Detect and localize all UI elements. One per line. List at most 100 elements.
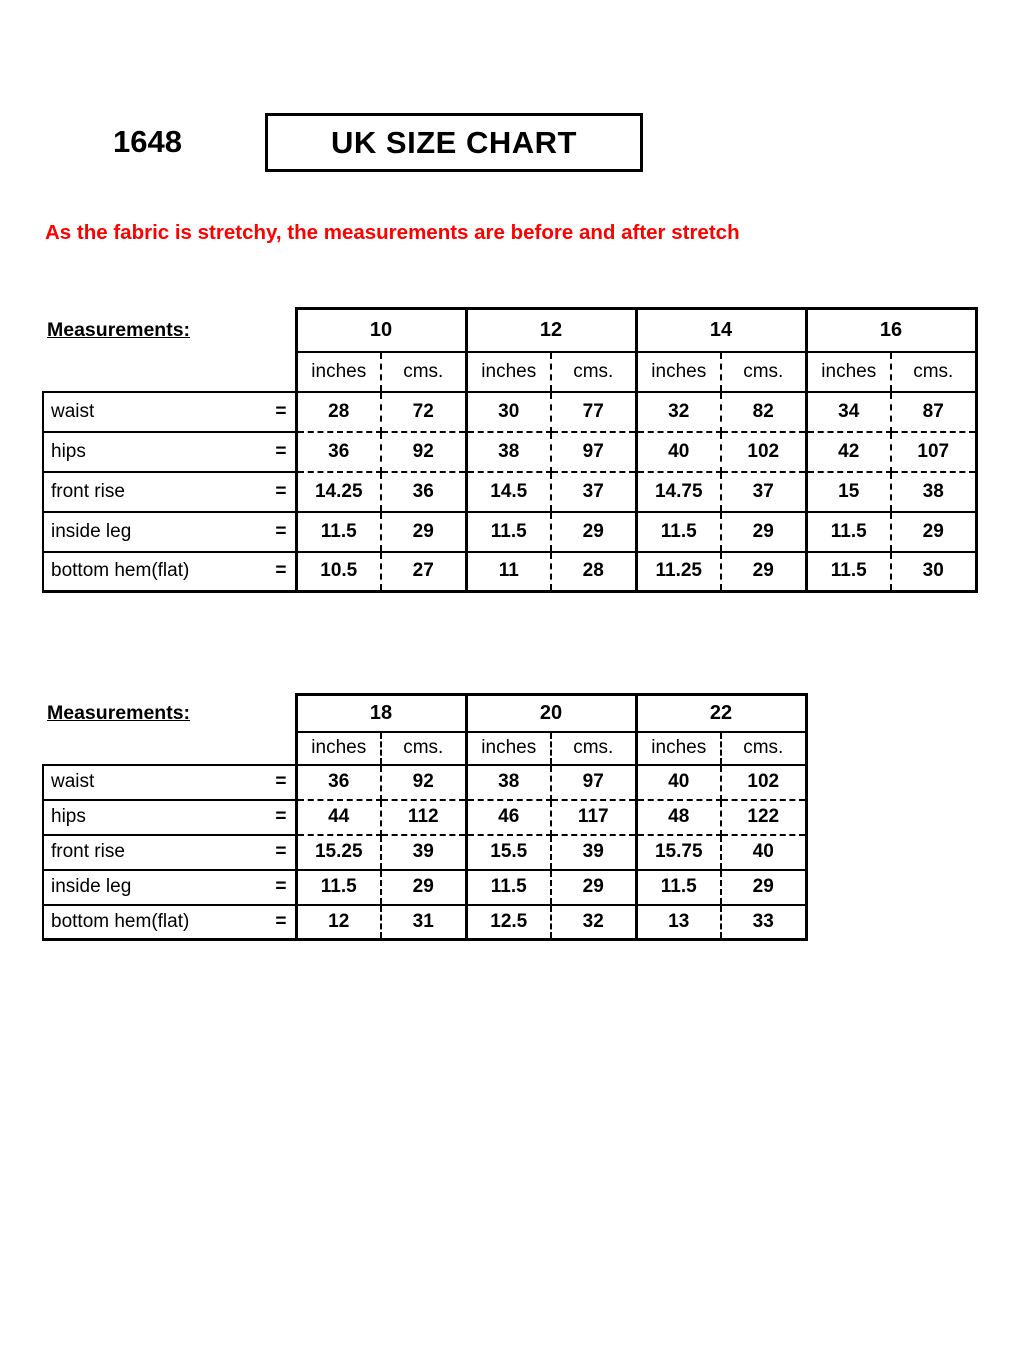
value-cell: 15.25 [294, 834, 382, 871]
table-row-waist: waist = 36 92 38 97 40 102 [42, 763, 808, 801]
value-cell: 12 [294, 904, 382, 941]
row-label: hips [51, 806, 86, 827]
row-label: inside leg [51, 520, 132, 542]
row-label: waist [51, 400, 95, 422]
size-table-18-22: Measurements: 18 20 22 inches cms. inche… [42, 693, 808, 941]
value-cell: 36 [381, 471, 468, 513]
row-label-cell: hips = [42, 798, 297, 836]
unit-header-inches: inches [464, 351, 552, 393]
value-cell: 14.75 [634, 471, 722, 513]
value-cell: 30 [464, 391, 552, 433]
equals-sign: = [275, 841, 287, 862]
value-cell: 82 [721, 391, 808, 433]
row-label-cell: hips = [42, 430, 297, 473]
empty-cell [43, 352, 296, 392]
value-cell: 33 [721, 904, 808, 941]
row-label: front rise [51, 841, 125, 862]
value-cell: 107 [891, 431, 978, 473]
unit-header-inches: inches [294, 351, 382, 393]
value-cell: 92 [381, 764, 468, 801]
row-label-cell: bottom hem(flat) = [42, 550, 297, 593]
table-row-hips: hips = 44 112 46 117 48 122 [42, 798, 808, 836]
value-cell: 11.5 [464, 869, 552, 906]
value-cell: 11.5 [634, 511, 722, 553]
row-label: front rise [51, 480, 125, 502]
measurements-heading-cell: Measurements: [43, 309, 296, 352]
size-header-16: 16 [804, 307, 978, 353]
value-cell: 38 [464, 764, 552, 801]
value-cell: 29 [551, 869, 638, 906]
value-cell: 11.25 [634, 551, 722, 593]
size-header-22: 22 [634, 693, 808, 733]
value-cell: 40 [634, 764, 722, 801]
value-cell: 36 [294, 431, 382, 473]
empty-cell [43, 732, 296, 765]
value-cell: 29 [721, 869, 808, 906]
size-table-10-16: Measurements: 10 12 14 16 inches cms. in… [42, 307, 978, 593]
value-cell: 11.5 [294, 511, 382, 553]
value-cell: 37 [551, 471, 638, 513]
size-header-row: Measurements: 18 20 22 [43, 693, 808, 733]
size-header-20: 20 [464, 693, 638, 733]
table-row-front-rise: front rise = 15.25 39 15.5 39 15.75 40 [42, 833, 808, 871]
value-cell: 29 [381, 511, 468, 553]
value-cell: 10.5 [294, 551, 382, 593]
unit-header-cms: cms. [721, 731, 808, 766]
equals-sign: = [275, 771, 287, 792]
row-label: bottom hem(flat) [51, 560, 190, 582]
unit-header-inches: inches [294, 731, 382, 766]
value-cell: 92 [381, 431, 468, 473]
value-cell: 38 [891, 471, 978, 513]
size-header-14: 14 [634, 307, 808, 353]
equals-sign: = [275, 806, 287, 827]
size-header-18: 18 [294, 693, 468, 733]
table-row-bottom-hem: bottom hem(flat) = 12 31 12.5 32 13 33 [42, 903, 808, 941]
value-cell: 31 [381, 904, 468, 941]
equals-sign: = [275, 480, 287, 502]
equals-sign: = [275, 876, 287, 897]
equals-sign: = [275, 910, 287, 932]
unit-header-cms: cms. [551, 351, 638, 393]
value-cell: 11.5 [804, 511, 892, 553]
value-cell: 32 [634, 391, 722, 433]
value-cell: 77 [551, 391, 638, 433]
size-header-12: 12 [464, 307, 638, 353]
value-cell: 44 [294, 799, 382, 836]
value-cell: 48 [634, 799, 722, 836]
value-cell: 122 [721, 799, 808, 836]
value-cell: 112 [381, 799, 468, 836]
measurements-heading: Measurements: [47, 701, 191, 724]
value-cell: 46 [464, 799, 552, 836]
unit-header-cms: cms. [721, 351, 808, 393]
row-label-cell: bottom hem(flat) = [42, 903, 297, 941]
row-label: waist [51, 771, 95, 792]
measurements-heading-cell: Measurements: [43, 695, 296, 732]
size-header-10: 10 [294, 307, 468, 353]
row-label: inside leg [51, 876, 132, 897]
row-label-cell: inside leg = [42, 510, 297, 553]
value-cell: 11 [464, 551, 552, 593]
measurements-heading: Measurements: [47, 318, 191, 341]
row-label: bottom hem(flat) [51, 910, 190, 932]
value-cell: 32 [551, 904, 638, 941]
row-label: hips [51, 440, 86, 462]
stretch-note: As the fabric is stretchy, the measureme… [45, 221, 740, 244]
value-cell: 29 [721, 551, 808, 593]
value-cell: 15.75 [634, 834, 722, 871]
equals-sign: = [275, 520, 287, 542]
table-row-inside-leg: inside leg = 11.5 29 11.5 29 11.5 29 11.5… [42, 510, 978, 553]
unit-header-inches: inches [634, 731, 722, 766]
value-cell: 42 [804, 431, 892, 473]
value-cell: 117 [551, 799, 638, 836]
value-cell: 11.5 [294, 869, 382, 906]
title-box: UK SIZE CHART [265, 113, 643, 172]
unit-header-inches: inches [634, 351, 722, 393]
unit-header-inches: inches [464, 731, 552, 766]
table-row-inside-leg: inside leg = 11.5 29 11.5 29 11.5 29 [42, 868, 808, 906]
value-cell: 39 [381, 834, 468, 871]
value-cell: 11.5 [464, 511, 552, 553]
value-cell: 28 [294, 391, 382, 433]
value-cell: 11.5 [634, 869, 722, 906]
style-number: 1648 [113, 124, 182, 159]
